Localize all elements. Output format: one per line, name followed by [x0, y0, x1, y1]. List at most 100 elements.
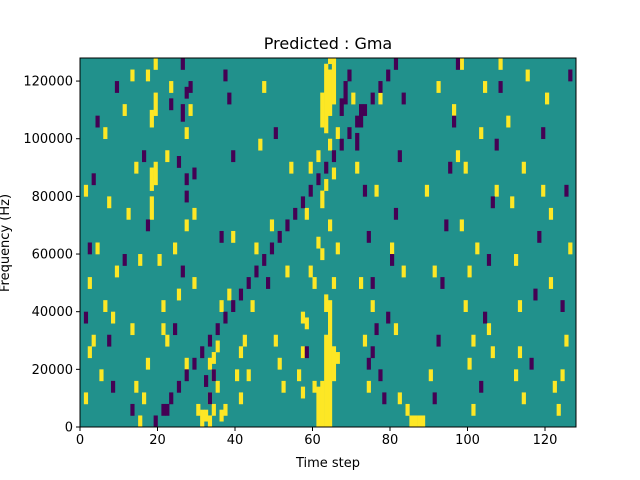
- heatmap-cell-high: [223, 403, 228, 416]
- heatmap-cell-low: [223, 311, 228, 324]
- heatmap-cell-high: [452, 104, 457, 116]
- heatmap-cell-high: [328, 138, 333, 151]
- heatmap-cell-high: [316, 386, 321, 428]
- heatmap-cell-high: [238, 346, 244, 359]
- heatmap-cell-high: [506, 115, 511, 128]
- heatmap-cell-high: [374, 184, 379, 197]
- heatmap-cell-high: [467, 357, 472, 370]
- y-tick-label: 0: [65, 421, 73, 436]
- x-tick-label: 60: [304, 433, 321, 448]
- heatmap-cell-high: [161, 300, 166, 312]
- heatmap-cell-low: [339, 138, 344, 151]
- heatmap-cell-high: [176, 288, 182, 301]
- heatmap-cell-high: [320, 380, 325, 428]
- heatmap-cell-high: [514, 254, 519, 266]
- heatmap-cell-low: [176, 380, 182, 393]
- heatmap-cell-high: [328, 69, 333, 116]
- chart-title: Predicted : Gma: [264, 34, 392, 53]
- heatmap-cell-low: [393, 58, 399, 70]
- heatmap-cell-high: [300, 346, 306, 359]
- heatmap-cell-high: [258, 138, 263, 151]
- heatmap-cell-low: [180, 265, 185, 278]
- heatmap-cell-high: [87, 346, 92, 359]
- heatmap-cell-low: [107, 334, 112, 347]
- heatmap-cell-high: [196, 403, 201, 416]
- heatmap-cell-low: [448, 161, 453, 174]
- heatmap-cell-high: [320, 190, 325, 209]
- heatmap-cell-high: [351, 92, 356, 105]
- heatmap-cell-high: [87, 277, 92, 289]
- heatmap-cell-high: [308, 265, 313, 278]
- y-tick-label: 20000: [32, 363, 73, 378]
- x-tick-label: 100: [455, 433, 480, 448]
- heatmap-cell-low: [436, 334, 441, 347]
- heatmap-cell-high: [335, 242, 340, 255]
- heatmap-cell-low: [169, 392, 174, 405]
- heatmap-cell-high: [517, 300, 523, 312]
- heatmap-cell-high: [483, 81, 488, 93]
- heatmap-cell-low: [277, 230, 282, 243]
- heatmap-cell-high: [362, 334, 368, 347]
- heatmap-cell-high: [169, 81, 174, 93]
- heatmap-cell-low: [184, 369, 189, 382]
- heatmap-cell-high: [421, 415, 426, 428]
- heatmap-cell-high: [393, 323, 399, 336]
- heatmap-cell-high: [192, 207, 197, 220]
- heatmap-cell-high: [525, 69, 530, 82]
- heatmap-cell-low: [83, 311, 89, 324]
- heatmap-cell-high: [324, 179, 329, 191]
- heatmap-cell-high: [475, 242, 480, 255]
- heatmap-cell-low: [362, 184, 368, 197]
- heatmap-cell-high: [479, 127, 484, 140]
- heatmap-cell-high: [130, 69, 135, 82]
- plot-frame: [79, 57, 577, 428]
- heatmap-cell-high: [459, 58, 464, 70]
- x-tick-label: 40: [227, 433, 244, 448]
- heatmap-cell-high: [95, 242, 100, 255]
- heatmap-cell-low: [370, 346, 375, 359]
- heatmap-cell-high: [331, 58, 337, 105]
- heatmap-cell-high: [568, 242, 573, 255]
- heatmap-cell-high: [103, 300, 108, 312]
- heatmap-cell-high: [269, 219, 275, 232]
- heatmap-cell-low: [359, 104, 364, 128]
- heatmap-cell-low: [304, 346, 309, 359]
- heatmap-cell-high: [134, 380, 139, 393]
- heatmap-cell-high: [428, 369, 433, 382]
- heatmap-cell-high: [215, 380, 220, 393]
- heatmap-cell-high: [184, 357, 189, 370]
- heatmap-cell-high: [142, 392, 147, 405]
- heatmap-cell-high: [211, 352, 216, 364]
- heatmap-cell-high: [204, 409, 209, 422]
- heatmap-cell-high: [471, 403, 476, 416]
- heatmap-cell-high: [521, 392, 526, 405]
- heatmap-cell-low: [444, 219, 449, 232]
- heatmap-cell-low: [192, 167, 197, 180]
- heatmap-cell-high: [459, 219, 464, 232]
- x-tick-label: 80: [382, 433, 399, 448]
- heatmap-cell-high: [103, 127, 108, 140]
- heatmap-cell-high: [107, 196, 112, 209]
- heatmap-cell-low: [215, 323, 220, 336]
- heatmap-cell-low: [347, 127, 352, 140]
- heatmap-cell-low: [386, 311, 391, 324]
- heatmap-cell-high: [312, 277, 317, 289]
- heatmap-cell-high: [227, 288, 232, 301]
- heatmap-cell-high: [552, 380, 557, 393]
- y-tick-label: 40000: [32, 305, 73, 320]
- heatmap-cell-high: [161, 323, 166, 336]
- x-tick-label: 0: [76, 433, 84, 448]
- heatmap-cell-high: [273, 334, 278, 347]
- heatmap-cell-low: [378, 369, 383, 382]
- heatmap-cell-high: [308, 161, 313, 174]
- heatmap-cell-high: [417, 415, 422, 428]
- heatmap-cell-high: [207, 357, 213, 370]
- heatmap-cell-high: [320, 248, 325, 261]
- heatmap-cell-low: [122, 254, 127, 266]
- heatmap-cell-high: [359, 277, 364, 289]
- heatmap-cell-high: [246, 369, 251, 382]
- heatmap-cell-high: [149, 109, 154, 128]
- heatmap-cell-low: [184, 190, 189, 203]
- heatmap-cell-high: [463, 300, 468, 312]
- heatmap-cell-high: [328, 334, 333, 428]
